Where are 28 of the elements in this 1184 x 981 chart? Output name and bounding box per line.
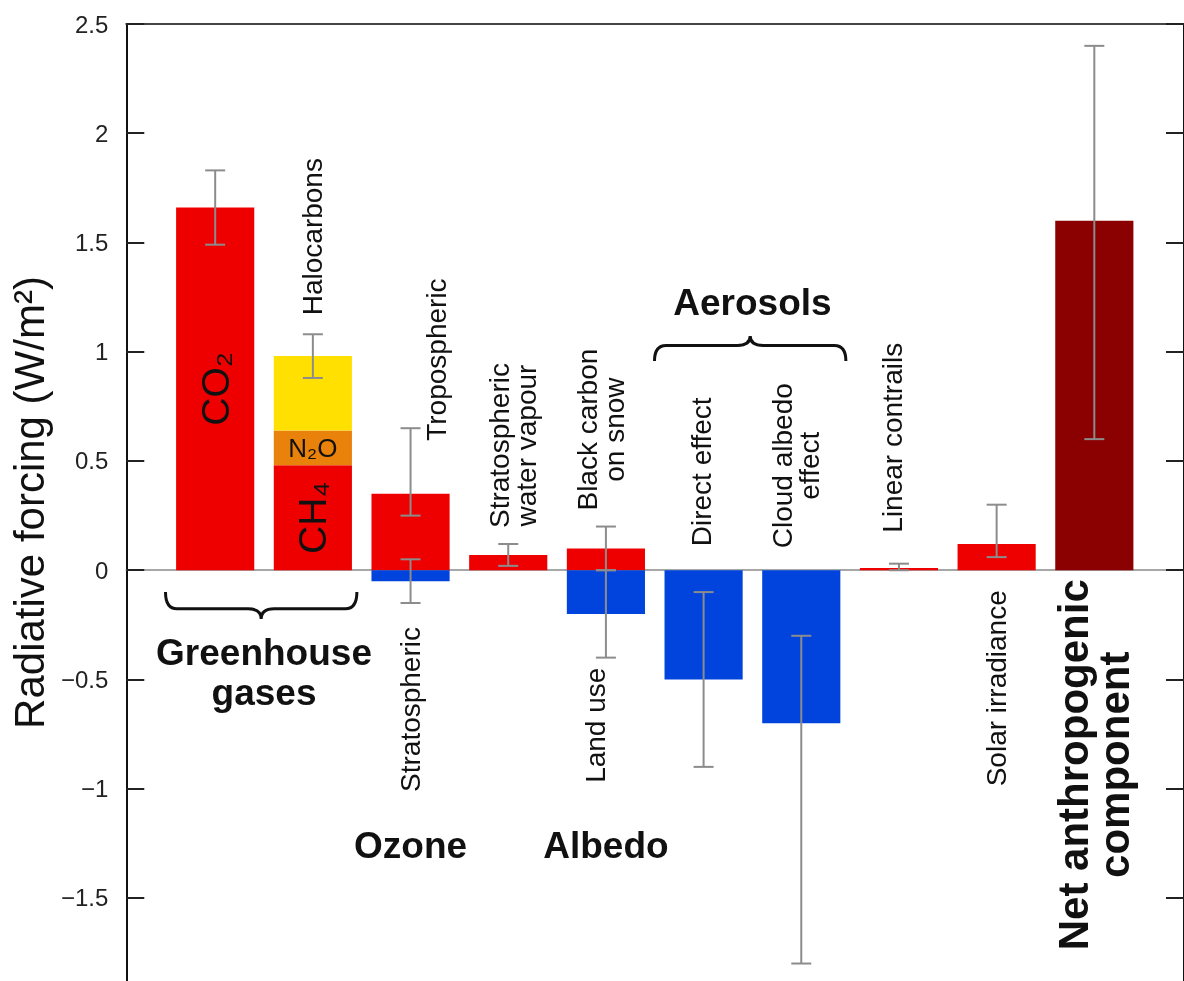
y-tick-label: −1 [80, 775, 109, 803]
text: Black carbon on snow [571, 348, 630, 511]
y-tick-label: −0.5 [60, 665, 109, 693]
text: Land use [580, 667, 612, 783]
y-tick-label: 0 [94, 556, 109, 584]
text: Solar irradiance [981, 590, 1013, 787]
annotation: Albedo [543, 824, 669, 866]
y-tick-label: −1.5 [60, 884, 109, 912]
text: Cloud albedo effect [767, 383, 826, 549]
y-tick-label: 1 [94, 338, 109, 366]
text: Tropospheric [421, 278, 453, 441]
annotation: Ozone [354, 824, 468, 866]
y-tick-label: 2 [94, 119, 109, 147]
series-label: N₂O [288, 432, 338, 463]
text: Halocarbons [297, 158, 329, 316]
series-label: CO₂ [193, 352, 237, 426]
y-tick-label: 2.5 [74, 10, 109, 38]
y-tick-label: 0.5 [74, 447, 109, 475]
series-label: CH₄ [291, 481, 335, 554]
text: Stratospheric [395, 627, 427, 792]
text: Direct effect [686, 397, 718, 547]
annotation: Greenhouse gases [156, 631, 372, 713]
text: Net anthropogenic component [1050, 579, 1139, 951]
text: Stratospheric water vapour [484, 363, 543, 529]
y-tick-label: 1.5 [74, 228, 109, 256]
y-axis-title: Radiative forcing (W/m²) [5, 276, 53, 729]
annotation: Aerosols [673, 281, 832, 323]
text: Linear contrails [877, 342, 909, 533]
